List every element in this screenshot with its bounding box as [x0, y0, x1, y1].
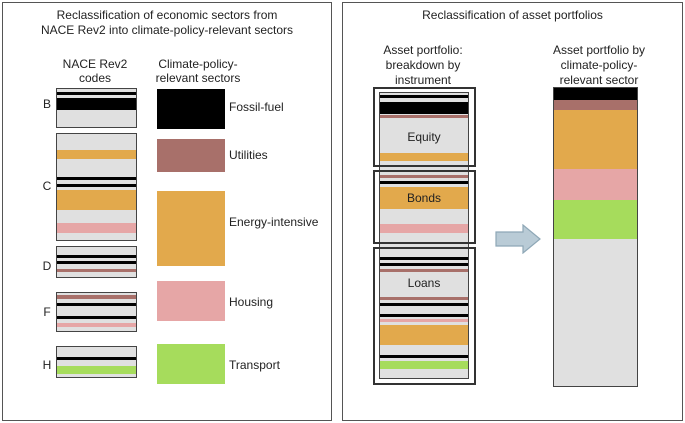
instrument-header-line1: Asset portfolio:	[383, 43, 463, 57]
segment-transport	[554, 200, 637, 239]
stripe-energy	[380, 153, 468, 161]
loans-label: Loans	[407, 276, 441, 290]
stripe-fossil	[380, 263, 468, 266]
swatch-housing	[157, 281, 225, 321]
equity-frame	[373, 87, 476, 167]
stripe-utilities	[380, 115, 468, 118]
stripe-energy	[380, 187, 468, 209]
stripe-fossil	[57, 303, 136, 306]
stripe-transport	[57, 366, 136, 374]
equity-label: Equity	[407, 130, 441, 144]
right-panel: Reclassification of asset portfolios Ass…	[342, 2, 683, 421]
stripe-fossil	[380, 181, 468, 184]
segment-energy-intensive	[554, 110, 637, 169]
instrument-header-line3: instrument	[394, 73, 452, 87]
swatch-energy-intensive	[157, 191, 225, 266]
nace-box-b	[56, 88, 137, 128]
stripe-fossil	[57, 98, 136, 110]
sector-portfolio-column	[553, 87, 638, 387]
loans-frame	[373, 247, 476, 385]
stripe-housing	[57, 223, 136, 233]
nace-box-d	[56, 246, 137, 278]
stripe-fossil	[57, 261, 136, 264]
stripe-fossil	[57, 357, 136, 360]
bonds-frame	[373, 170, 476, 244]
stripe-housing	[380, 319, 468, 322]
label-utilities: Utilities	[229, 148, 268, 162]
nace-code-c: C	[42, 179, 52, 193]
nace-box-c	[56, 133, 137, 241]
stripe-fossil	[380, 257, 468, 260]
stripe-transport	[380, 361, 468, 369]
nace-code-h: H	[42, 358, 52, 372]
stripe-energy	[57, 150, 136, 159]
sector-header-line2: relevant sectors	[155, 71, 241, 85]
nace-code-d: D	[42, 259, 52, 273]
left-panel-title-line2: NACE Rev2 into climate-policy-relevant s…	[40, 23, 294, 37]
nace-box-f	[56, 292, 137, 332]
swatch-transport	[157, 344, 225, 384]
segment-fossil-fuel	[554, 88, 637, 100]
nace-box-h	[56, 346, 137, 378]
stripe-fossil	[57, 92, 136, 95]
nace-code-b: B	[42, 97, 51, 111]
sector-portfolio-header-line2: climate-policy-	[560, 58, 638, 72]
nace-header-line1: NACE Rev2	[62, 57, 128, 71]
stripe-energy	[57, 190, 136, 210]
instrument-breakdown-column	[379, 92, 469, 379]
nace-code-f: F	[43, 305, 51, 319]
stripe-fossil	[380, 95, 468, 98]
segment-utilities	[554, 100, 637, 110]
stripe-utilities	[57, 295, 136, 299]
stripe-utilities	[380, 175, 468, 178]
sector-portfolio-header-line1: Asset portfolio by	[552, 43, 646, 57]
label-transport: Transport	[229, 358, 280, 372]
stripe-utilities	[380, 269, 468, 272]
stripe-fossil	[380, 355, 468, 358]
stripe-fossil	[380, 314, 468, 317]
segment-housing	[554, 169, 637, 200]
sector-portfolio-header-line3: relevant sector	[559, 73, 639, 87]
bonds-label: Bonds	[406, 191, 442, 205]
stripe-utilities	[57, 269, 136, 272]
stripe-fossil	[57, 255, 136, 258]
swatch-utilities	[157, 139, 225, 172]
stripe-fossil	[57, 177, 136, 180]
left-panel: Reclassification of economic sectors fro…	[2, 2, 332, 421]
stripe-housing	[380, 224, 468, 233]
stripe-utilities	[380, 297, 468, 300]
stripe-fossil	[57, 316, 136, 319]
nace-header-line2: codes	[78, 71, 112, 85]
stripe-housing	[57, 323, 136, 327]
swatch-fossil-fuel	[157, 89, 225, 129]
left-panel-title-line1: Reclassification of economic sectors fro…	[56, 8, 278, 22]
label-housing: Housing	[229, 295, 274, 309]
label-fossil-fuel: Fossil-fuel	[229, 100, 284, 114]
sector-header-line1: Climate-policy-	[158, 57, 238, 71]
stripe-fossil	[57, 184, 136, 187]
instrument-header-line2: breakdown by	[385, 58, 461, 72]
stripe-fossil	[380, 303, 468, 306]
label-energy-intensive: Energy-intensive	[229, 215, 319, 229]
right-panel-title: Reclassification of asset portfolios	[422, 8, 603, 22]
stripe-energy	[380, 325, 468, 345]
stripe-fossil	[380, 102, 468, 114]
right-arrow-icon	[495, 224, 541, 254]
